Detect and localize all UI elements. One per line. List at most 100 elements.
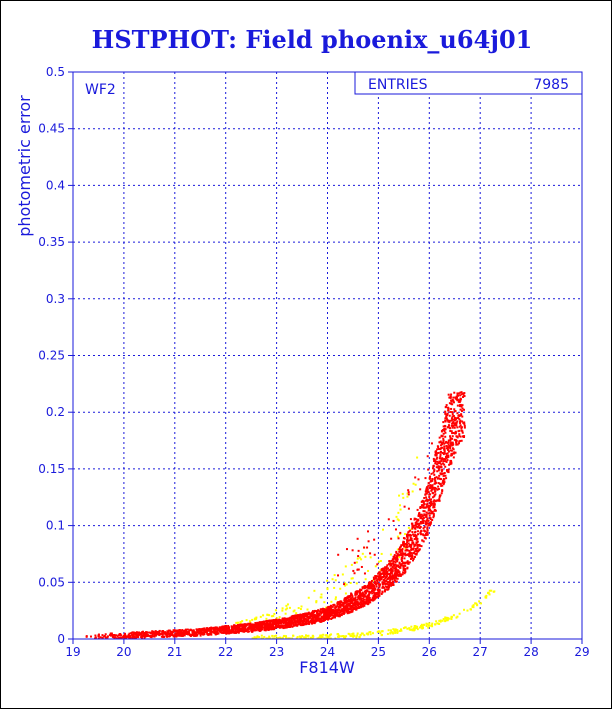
red-point — [443, 430, 446, 433]
red-point — [316, 610, 319, 613]
red-point — [334, 611, 337, 614]
red-point — [449, 461, 452, 464]
red-point — [386, 578, 389, 581]
y-axis-label: photometric error — [15, 95, 34, 237]
red-point — [177, 630, 180, 633]
red-point — [406, 553, 409, 556]
yellow-point — [382, 528, 385, 531]
red-point — [438, 499, 441, 502]
red-point — [329, 612, 332, 615]
red-point — [452, 431, 455, 434]
red-point — [434, 453, 437, 456]
yellow-point — [286, 603, 289, 606]
red-point — [453, 410, 456, 413]
red-point — [429, 480, 432, 483]
red-point — [446, 456, 449, 459]
red-point — [398, 562, 401, 565]
red-point — [94, 634, 97, 637]
red-point — [433, 459, 436, 462]
red-point — [371, 587, 374, 590]
x-tick-label: 28 — [523, 645, 538, 659]
red-point — [373, 578, 376, 581]
yellow-point — [347, 632, 350, 635]
red-point — [307, 620, 310, 623]
red-point — [442, 453, 445, 456]
red-point — [285, 623, 288, 626]
yellow-point — [487, 591, 490, 594]
yellow-point — [273, 637, 276, 640]
yellow-point — [341, 573, 344, 576]
red-point — [432, 504, 435, 507]
yellow-point — [300, 605, 303, 608]
red-point — [326, 606, 329, 609]
yellow-point — [295, 637, 298, 640]
red-point — [448, 402, 451, 405]
red-point — [258, 622, 261, 625]
red-point — [450, 462, 453, 465]
red-point — [237, 629, 240, 632]
red-point — [442, 437, 445, 440]
red-point — [450, 402, 453, 405]
red-point — [322, 616, 325, 619]
red-point — [281, 621, 284, 624]
red-point — [377, 595, 380, 598]
yellow-point — [396, 631, 399, 634]
yellow-point — [416, 456, 419, 459]
red-point — [401, 552, 404, 555]
red-point — [394, 561, 397, 564]
red-point — [376, 582, 379, 585]
red-point — [313, 622, 316, 625]
red-point — [326, 608, 329, 611]
red-point — [237, 631, 240, 634]
red-point — [178, 629, 181, 632]
red-point — [205, 629, 208, 632]
red-point — [243, 623, 246, 626]
yellow-point — [281, 607, 284, 610]
red-point — [421, 506, 424, 509]
red-point — [375, 592, 378, 595]
yellow-point — [413, 628, 416, 631]
red-point — [311, 618, 314, 621]
red-point — [444, 441, 447, 444]
red-point — [150, 634, 153, 637]
red-point — [170, 630, 173, 633]
red-point — [402, 537, 405, 540]
red-point — [283, 617, 286, 620]
red-point — [338, 613, 341, 616]
red-point — [275, 620, 278, 623]
red-point — [419, 513, 422, 516]
red-point — [145, 633, 148, 636]
yellow-point — [435, 620, 438, 623]
yellow-point — [442, 618, 445, 621]
red-point — [354, 596, 357, 599]
red-point — [343, 602, 346, 605]
red-point — [260, 627, 263, 630]
red-point — [451, 437, 454, 440]
red-point — [221, 625, 224, 628]
red-point — [400, 552, 403, 555]
red-point — [454, 432, 457, 435]
yellow-point — [331, 578, 334, 581]
yellow-point — [398, 504, 401, 507]
red-point — [432, 471, 435, 474]
yellow-point — [394, 629, 397, 632]
red-point — [250, 627, 253, 630]
red-point — [316, 612, 319, 615]
red-point — [324, 616, 327, 619]
y-tick-label: 0.35 — [38, 235, 65, 249]
red-point — [409, 539, 412, 542]
yellow-point — [351, 577, 354, 580]
red-point — [369, 591, 372, 594]
red-point — [268, 625, 271, 628]
red-point — [403, 542, 406, 545]
red-point — [447, 446, 450, 449]
red-point — [404, 571, 407, 574]
red-point — [260, 622, 263, 625]
yellow-point — [472, 606, 475, 609]
red-point — [366, 589, 369, 592]
red-point — [340, 614, 343, 617]
red-point — [374, 592, 377, 595]
red-point — [200, 632, 203, 635]
red-point — [101, 634, 104, 637]
red-point — [108, 634, 111, 637]
